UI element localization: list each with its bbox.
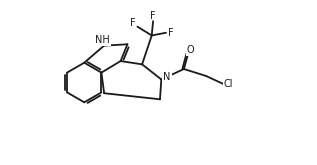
Text: F: F: [131, 18, 136, 28]
Text: N: N: [163, 72, 171, 82]
Text: Cl: Cl: [224, 79, 234, 89]
Text: NH: NH: [95, 35, 110, 45]
Text: F: F: [150, 11, 156, 21]
Text: O: O: [187, 45, 195, 55]
Text: F: F: [168, 28, 173, 38]
